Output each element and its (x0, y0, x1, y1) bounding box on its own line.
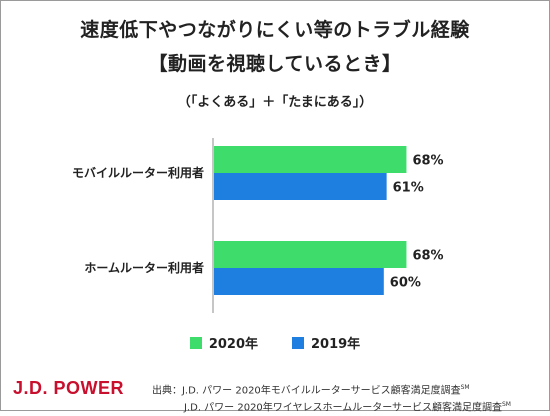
source-line2: J.D. パワー 2020年ワイヤレスホームルーターサービス顧客満足度調査SM (183, 401, 511, 414)
data-label: 68% (412, 249, 443, 264)
legend-label-2019: 2019年 (311, 337, 361, 352)
jdpower-logo: J.D. POWER (13, 378, 125, 398)
bar-chart: モバイルルーター利用者 68% 61% ホームルーター利用者 68% 60% (72, 138, 444, 313)
legend-item-2019: 2019年 (292, 333, 360, 352)
source-note: 出典：J.D. パワー 2020年モバイルルーターサービス顧客満足度調査SM J… (152, 381, 511, 416)
category-label: モバイルルーター利用者 (72, 165, 204, 180)
bar-2019 (214, 268, 384, 295)
legend-label-2020: 2020年 (208, 337, 258, 352)
category-label: ホームルーター利用者 (84, 260, 204, 275)
bar-2019 (214, 173, 387, 200)
data-label: 61% (393, 181, 424, 196)
service-mark: SM (502, 401, 511, 409)
data-label: 60% (390, 276, 421, 291)
source-line1: 出典：J.D. パワー 2020年モバイルルーターサービス顧客満足度調査SM (151, 384, 470, 397)
chart-title-line1: 速度低下やつながりにくい等のトラブル経験 (80, 19, 470, 41)
legend-item-2020: 2020年 (189, 333, 258, 352)
bar-2020 (214, 241, 407, 268)
chart-title-line2: 【動画を視聴しているとき】 (148, 53, 402, 75)
legend-swatch-2020 (189, 336, 202, 349)
service-mark: SM (460, 384, 470, 391)
chart-subtitle: （「よくある」＋「たまにある」） (177, 95, 373, 110)
legend: 2020年 2019年 (1, 333, 549, 352)
bar-2020 (214, 146, 407, 173)
legend-swatch-2019 (292, 336, 304, 349)
data-label: 68% (412, 154, 443, 169)
